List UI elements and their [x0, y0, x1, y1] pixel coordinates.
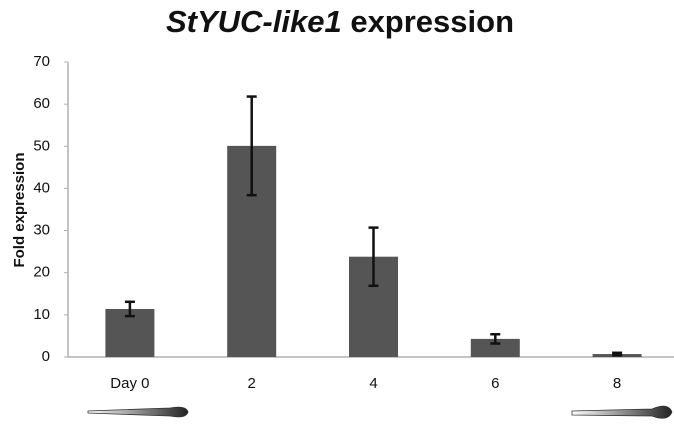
page: StYUC-like1 expression Fold expression 0…	[0, 0, 674, 430]
y-axis-label: Fold expression	[11, 152, 28, 267]
chart-title: StYUC-like1 expression	[166, 4, 514, 39]
x-tick-label: 8	[613, 375, 621, 392]
x-tick-label: 2	[248, 375, 256, 392]
stage-icon	[88, 407, 188, 417]
y-tick-label: 30	[33, 222, 50, 239]
y-tick-label: 50	[33, 137, 50, 154]
y-tick-label: 70	[33, 53, 50, 70]
y-tick-label: 0	[42, 348, 50, 365]
title-rest: expression	[350, 4, 514, 39]
y-tick-label: 60	[33, 95, 50, 112]
x-tick-label: 6	[491, 375, 499, 392]
y-tick-label: 10	[33, 306, 50, 323]
chart: StYUC-like1 expression Fold expression 0…	[0, 0, 674, 430]
title-italic: StYUC-like1	[166, 4, 342, 39]
y-tick-label: 40	[33, 179, 50, 196]
x-tick-label: Day 0	[110, 375, 149, 392]
y-tick-label: 20	[33, 264, 50, 281]
x-tick-label: 4	[369, 375, 377, 392]
stage-icon	[572, 406, 672, 418]
